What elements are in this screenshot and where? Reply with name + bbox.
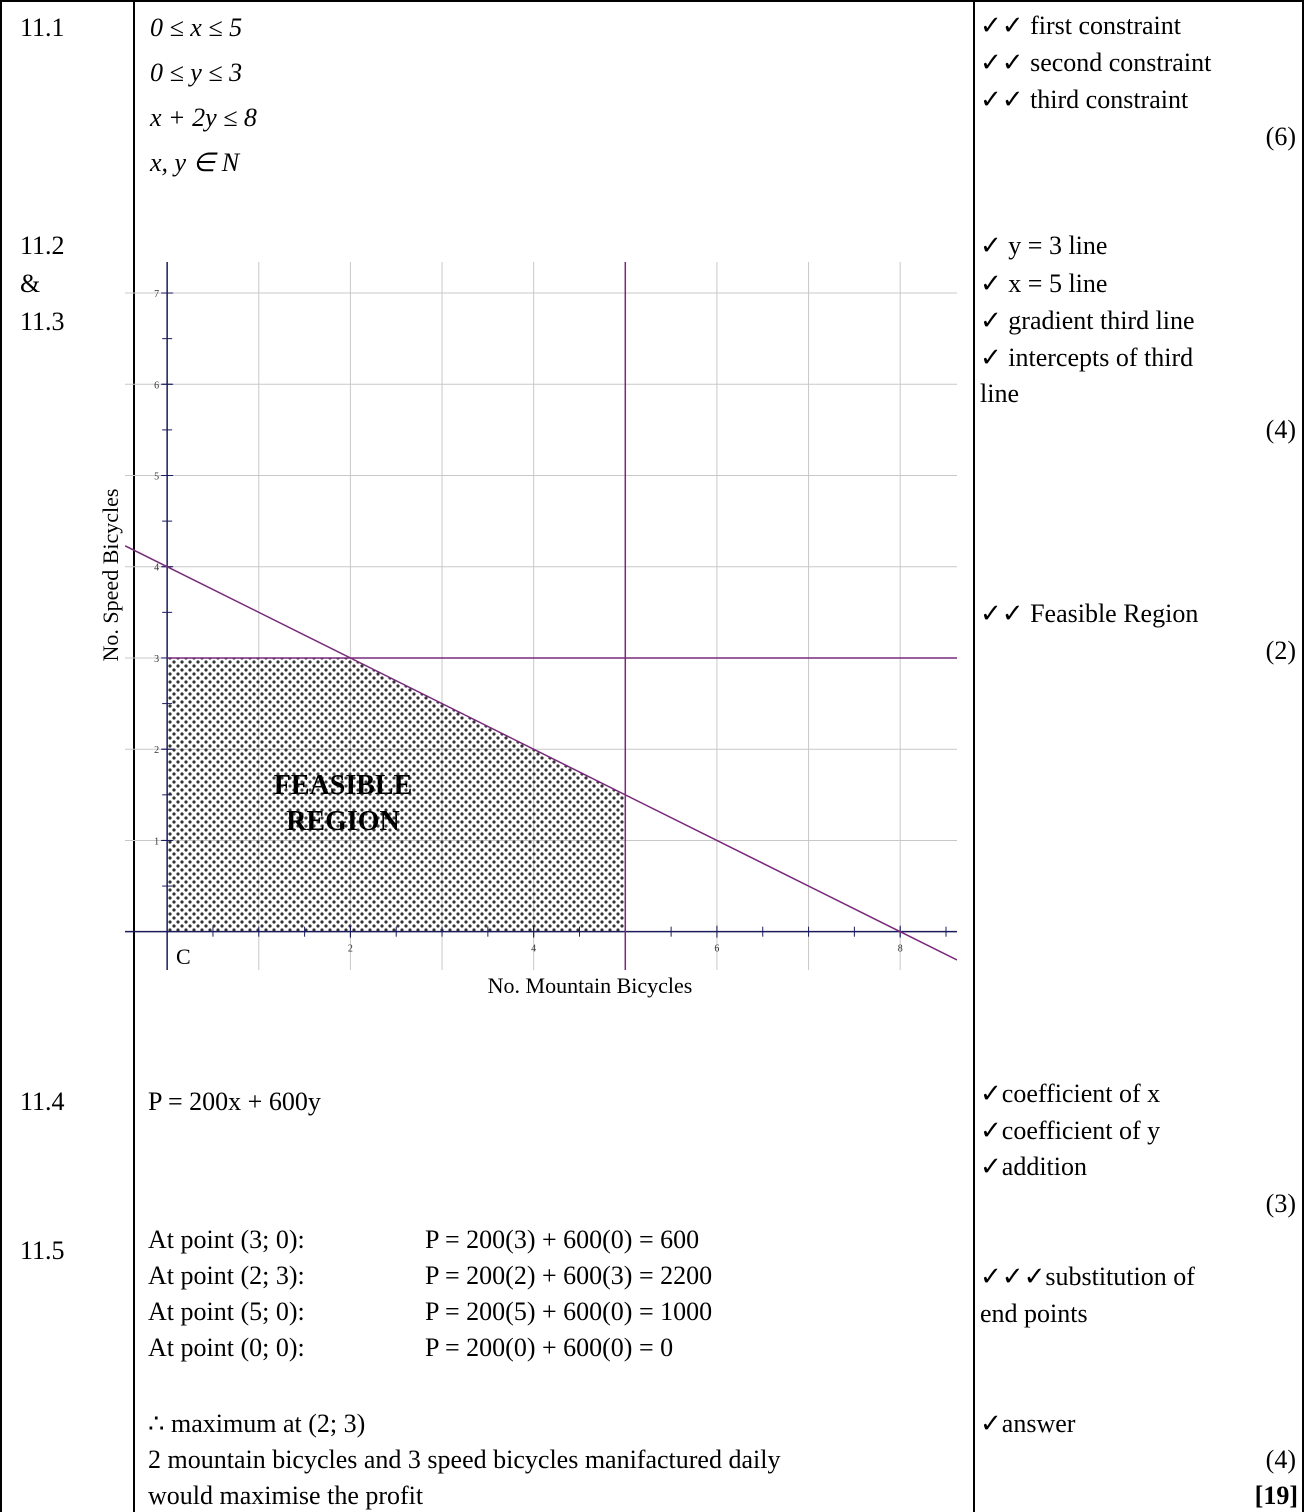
point-value: P = 200(0) + 600(0) = 0 bbox=[425, 1333, 674, 1362]
x-axis-label: No. Mountain Bicycles bbox=[488, 973, 693, 998]
y-tick-label: 7 bbox=[154, 289, 159, 300]
origin-label: C bbox=[176, 944, 191, 969]
table-border bbox=[0, 0, 2, 1512]
mark-note: ✓✓✓substitution of bbox=[980, 1262, 1195, 1291]
mark-total: (4) bbox=[1265, 1445, 1296, 1474]
point-value: P = 200(2) + 600(3) = 2200 bbox=[425, 1261, 713, 1290]
question-number: 11.3 bbox=[20, 307, 65, 336]
constraint: x + 2y ≤ 8 bbox=[150, 103, 257, 132]
constraint: 0 ≤ y ≤ 3 bbox=[150, 58, 243, 87]
y-axis-label: No. Speed Bicycles bbox=[98, 489, 123, 662]
profit-function: P = 200x + 600y bbox=[148, 1087, 321, 1116]
mark-note: ✓coefficient of y bbox=[980, 1116, 1161, 1145]
point-value: P = 200(3) + 600(0) = 600 bbox=[425, 1225, 700, 1254]
column-rule bbox=[973, 0, 975, 1512]
mark-note: ✓coefficient of x bbox=[980, 1079, 1161, 1108]
y-tick-label: 3 bbox=[154, 654, 159, 665]
question-number: 11.1 bbox=[20, 13, 65, 42]
mark-note: ✓answer bbox=[980, 1409, 1076, 1438]
mark-note: ✓ y = 3 line bbox=[980, 231, 1108, 260]
point-label: At point (0; 0): bbox=[148, 1333, 305, 1362]
region-label: REGION bbox=[286, 806, 400, 837]
table-border bbox=[1302, 0, 1304, 1512]
mark-note: ✓ x = 5 line bbox=[980, 269, 1108, 298]
question-number: & bbox=[20, 269, 41, 298]
point-label: At point (5; 0): bbox=[148, 1297, 305, 1326]
conclusion: ∴ maximum at (2; 3) bbox=[148, 1409, 366, 1438]
mark-note: ✓addition bbox=[980, 1152, 1087, 1181]
conclusion: would maximise the profit bbox=[148, 1481, 424, 1510]
mark-note: ✓✓ second constraint bbox=[980, 48, 1212, 77]
point-value: P = 200(5) + 600(0) = 1000 bbox=[425, 1297, 713, 1326]
constraint: 0 ≤ x ≤ 5 bbox=[150, 13, 243, 42]
region-label: FEASIBLE bbox=[274, 770, 413, 801]
mark-note: ✓✓ Feasible Region bbox=[980, 599, 1199, 628]
question-number: 11.4 bbox=[20, 1087, 65, 1116]
grand-total: [19] bbox=[1254, 1481, 1298, 1510]
mark-note: ✓✓ third constraint bbox=[980, 85, 1189, 114]
mark-note: line bbox=[980, 379, 1019, 408]
question-number: 11.5 bbox=[20, 1236, 65, 1265]
table-border bbox=[0, 0, 1304, 2]
mark-note: ✓ gradient third line bbox=[980, 306, 1195, 335]
y-tick-label: 1 bbox=[154, 836, 159, 847]
constraint-line bbox=[125, 545, 957, 961]
y-tick-label: 4 bbox=[154, 563, 159, 574]
conclusion: 2 mountain bicycles and 3 speed bicycles… bbox=[148, 1445, 781, 1474]
column-rule bbox=[133, 0, 135, 1512]
y-tick-label: 6 bbox=[154, 380, 159, 391]
x-tick-label: 8 bbox=[898, 944, 903, 955]
point-label: At point (2; 3): bbox=[148, 1261, 305, 1290]
y-tick-label: 5 bbox=[154, 471, 159, 482]
mark-total: (3) bbox=[1265, 1189, 1296, 1218]
x-tick-label: 2 bbox=[348, 944, 353, 955]
x-tick-label: 6 bbox=[714, 944, 719, 955]
question-number: 11.2 bbox=[20, 231, 65, 260]
constraint: x, y ∈ N bbox=[150, 148, 240, 177]
y-tick-label: 2 bbox=[154, 745, 159, 756]
constraint-lines bbox=[125, 262, 957, 970]
point-label: At point (3; 0): bbox=[148, 1225, 305, 1254]
x-tick-label: 4 bbox=[531, 944, 536, 955]
mark-note: ✓ intercepts of third bbox=[980, 343, 1194, 372]
mark-total: (2) bbox=[1265, 636, 1296, 665]
graph: 2 4 6 8 1 2 3 4 5 6 7 FEASIBLE REGION C No. Mountain B… bbox=[98, 262, 957, 998]
mark-note: ✓✓ first constraint bbox=[980, 11, 1181, 40]
feasible-region bbox=[167, 657, 626, 932]
mark-total: (4) bbox=[1265, 415, 1296, 444]
mark-total: (6) bbox=[1265, 122, 1296, 151]
mark-note: end points bbox=[980, 1299, 1088, 1328]
